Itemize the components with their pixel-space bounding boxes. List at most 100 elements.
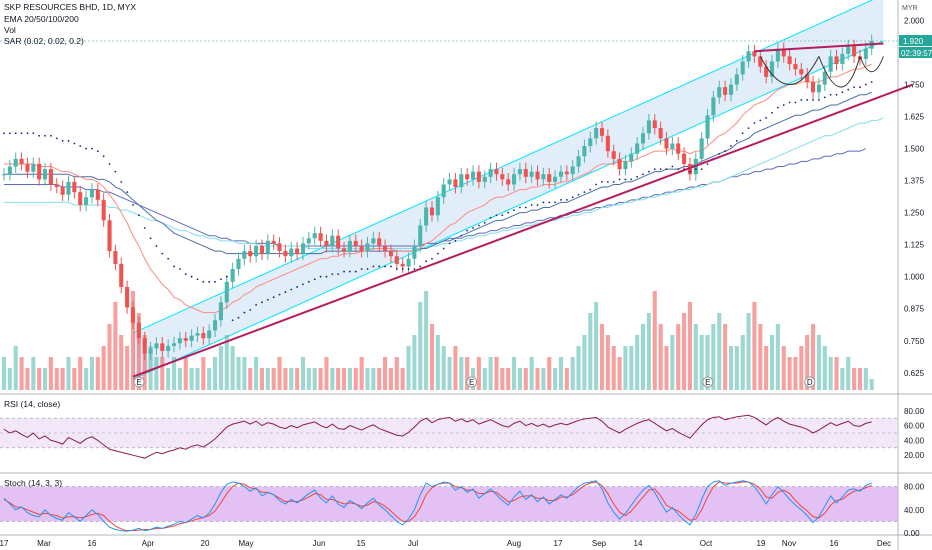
candle-body — [365, 243, 370, 252]
candle-body — [201, 333, 206, 339]
candle-body — [682, 153, 687, 164]
candle-body — [406, 258, 411, 267]
volume-bar — [635, 335, 640, 390]
sar-dot — [20, 132, 23, 135]
candle-body — [512, 174, 517, 185]
volume-bar — [717, 313, 722, 390]
candle-body — [341, 248, 347, 252]
candle-body — [816, 84, 821, 93]
sar-dot — [495, 214, 498, 217]
volume-bar — [300, 357, 306, 390]
sar-dot — [366, 268, 369, 270]
pattern-arc — [859, 56, 884, 73]
rsi-legend[interactable]: RSI (14, close) — [4, 399, 61, 409]
candle-body — [259, 245, 265, 254]
volume-bar — [95, 357, 100, 390]
candle-body — [295, 248, 300, 254]
candle-body — [160, 343, 165, 352]
candle-body — [453, 179, 458, 188]
candle-body — [728, 84, 734, 95]
sar-dot — [319, 275, 322, 278]
volume-bar — [570, 357, 575, 390]
volume-bar — [852, 368, 857, 390]
sar-dot — [126, 191, 129, 194]
stoch-legend[interactable]: Stoch (14, 3, 3) — [4, 478, 63, 488]
volume-bar — [805, 335, 810, 390]
volume-bar — [19, 357, 24, 390]
sar-dot — [442, 247, 445, 250]
candle-body — [388, 251, 393, 257]
volume-bar — [406, 346, 411, 390]
sar-dot — [50, 134, 52, 137]
volume-bar — [365, 368, 370, 390]
ema50-line — [4, 91, 872, 255]
sar-dot — [554, 201, 556, 204]
sar-dot — [706, 163, 709, 165]
sar-dot — [653, 168, 656, 170]
sar-dot — [79, 145, 82, 147]
candle-body — [60, 187, 65, 195]
volume-bar — [412, 335, 417, 390]
sar-dot — [255, 303, 257, 306]
volume-bar — [811, 324, 816, 390]
volume-bar — [764, 346, 769, 390]
sar-dot — [220, 278, 222, 281]
sar-dot — [184, 273, 187, 276]
candle-body — [318, 233, 323, 241]
sar-dot — [243, 311, 246, 314]
candle-body — [148, 348, 153, 354]
sar-dot — [671, 165, 674, 168]
sar-dot — [44, 134, 46, 137]
sar-dot — [730, 145, 732, 147]
volume-bar — [89, 357, 94, 390]
candle-body — [646, 120, 651, 134]
candle-body — [400, 263, 405, 267]
candle-body — [136, 322, 141, 339]
sar-dot — [3, 132, 5, 135]
volume-bar — [623, 346, 628, 390]
sar-dot — [161, 252, 164, 255]
candle-body — [300, 243, 306, 254]
sar-dot — [167, 257, 170, 260]
candle-body — [576, 156, 581, 167]
price-tick-label: 1.375 — [904, 177, 925, 186]
candle-body — [506, 179, 511, 185]
volume-bar — [136, 313, 141, 390]
candle-body — [42, 169, 48, 180]
sar-dot — [155, 245, 158, 247]
ema-legend[interactable]: EMA 20/50/100/200 — [4, 14, 79, 24]
stoch-tick-label: 0.00 — [904, 529, 920, 538]
sar-dot — [354, 270, 357, 273]
volume-bar — [201, 357, 206, 390]
candle-body — [459, 174, 464, 188]
candle-body — [101, 199, 106, 221]
candle-body — [394, 256, 399, 264]
volume-bar — [183, 357, 188, 390]
candle-body — [19, 158, 24, 164]
candle-body — [429, 207, 435, 216]
candle-body — [412, 245, 417, 259]
volume-bar — [295, 368, 300, 390]
sar-legend[interactable]: SAR (0.02, 0.02, 0.2) — [4, 36, 84, 46]
sar-dot — [307, 280, 310, 283]
time-tick-label: Dec — [877, 539, 891, 548]
sar-dot — [835, 93, 838, 96]
candle-body — [717, 87, 722, 98]
rsi-tick-label: 20.00 — [904, 451, 925, 460]
symbol-title[interactable]: SKP RESOURCES BHD, 1D, MYX — [4, 2, 137, 12]
candle-body — [113, 251, 118, 264]
event-marker: E — [702, 376, 714, 388]
volume-bar — [734, 346, 739, 390]
sar-dot — [137, 214, 140, 217]
volume-bar — [84, 368, 89, 390]
candle-body — [72, 181, 77, 193]
sar-dot — [178, 268, 181, 270]
sar-dot — [272, 296, 275, 299]
sar-dot — [296, 286, 299, 288]
volume-bar — [699, 335, 704, 390]
volume-bar — [857, 368, 863, 390]
volume-bar — [435, 335, 440, 390]
volume-bar — [488, 357, 493, 390]
vol-legend[interactable]: Vol — [4, 25, 16, 35]
